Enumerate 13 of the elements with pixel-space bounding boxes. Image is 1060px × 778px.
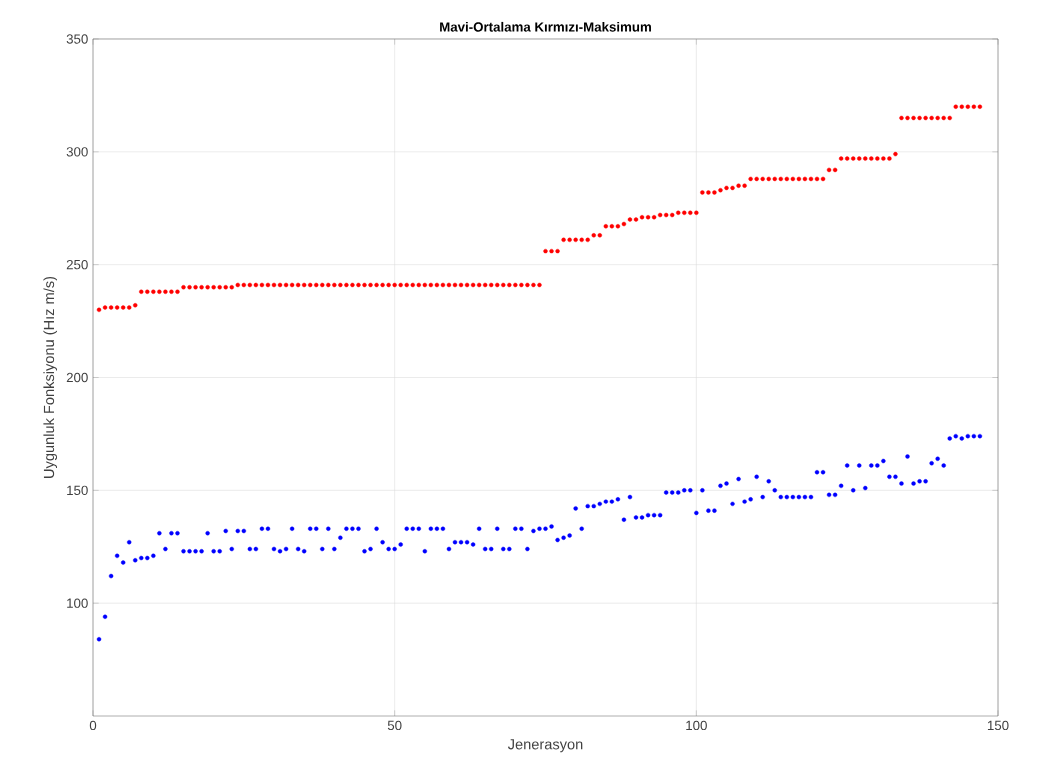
chart-title: Mavi-Ortalama Kırmızı-Maksimum	[440, 21, 651, 32]
y-tick-label: 300	[66, 147, 88, 157]
x-tick-label: 100	[686, 720, 707, 731]
y-tick-label: 250	[66, 259, 88, 270]
y-tick-label: 150	[67, 485, 88, 496]
y-tick-label: 100	[67, 598, 88, 608]
y-tick-label: 350	[66, 34, 88, 44]
x-axis-title: Jenerasyon	[507, 739, 583, 753]
x-tick-label: 0	[89, 720, 97, 731]
y-tick-label: 200	[66, 372, 88, 383]
x-tick-label: 150	[987, 720, 1009, 731]
y-axis-title: Uygunluk Fonksiyonu (Hız m/s)	[43, 276, 58, 478]
x-tick-label: 50	[387, 720, 402, 731]
